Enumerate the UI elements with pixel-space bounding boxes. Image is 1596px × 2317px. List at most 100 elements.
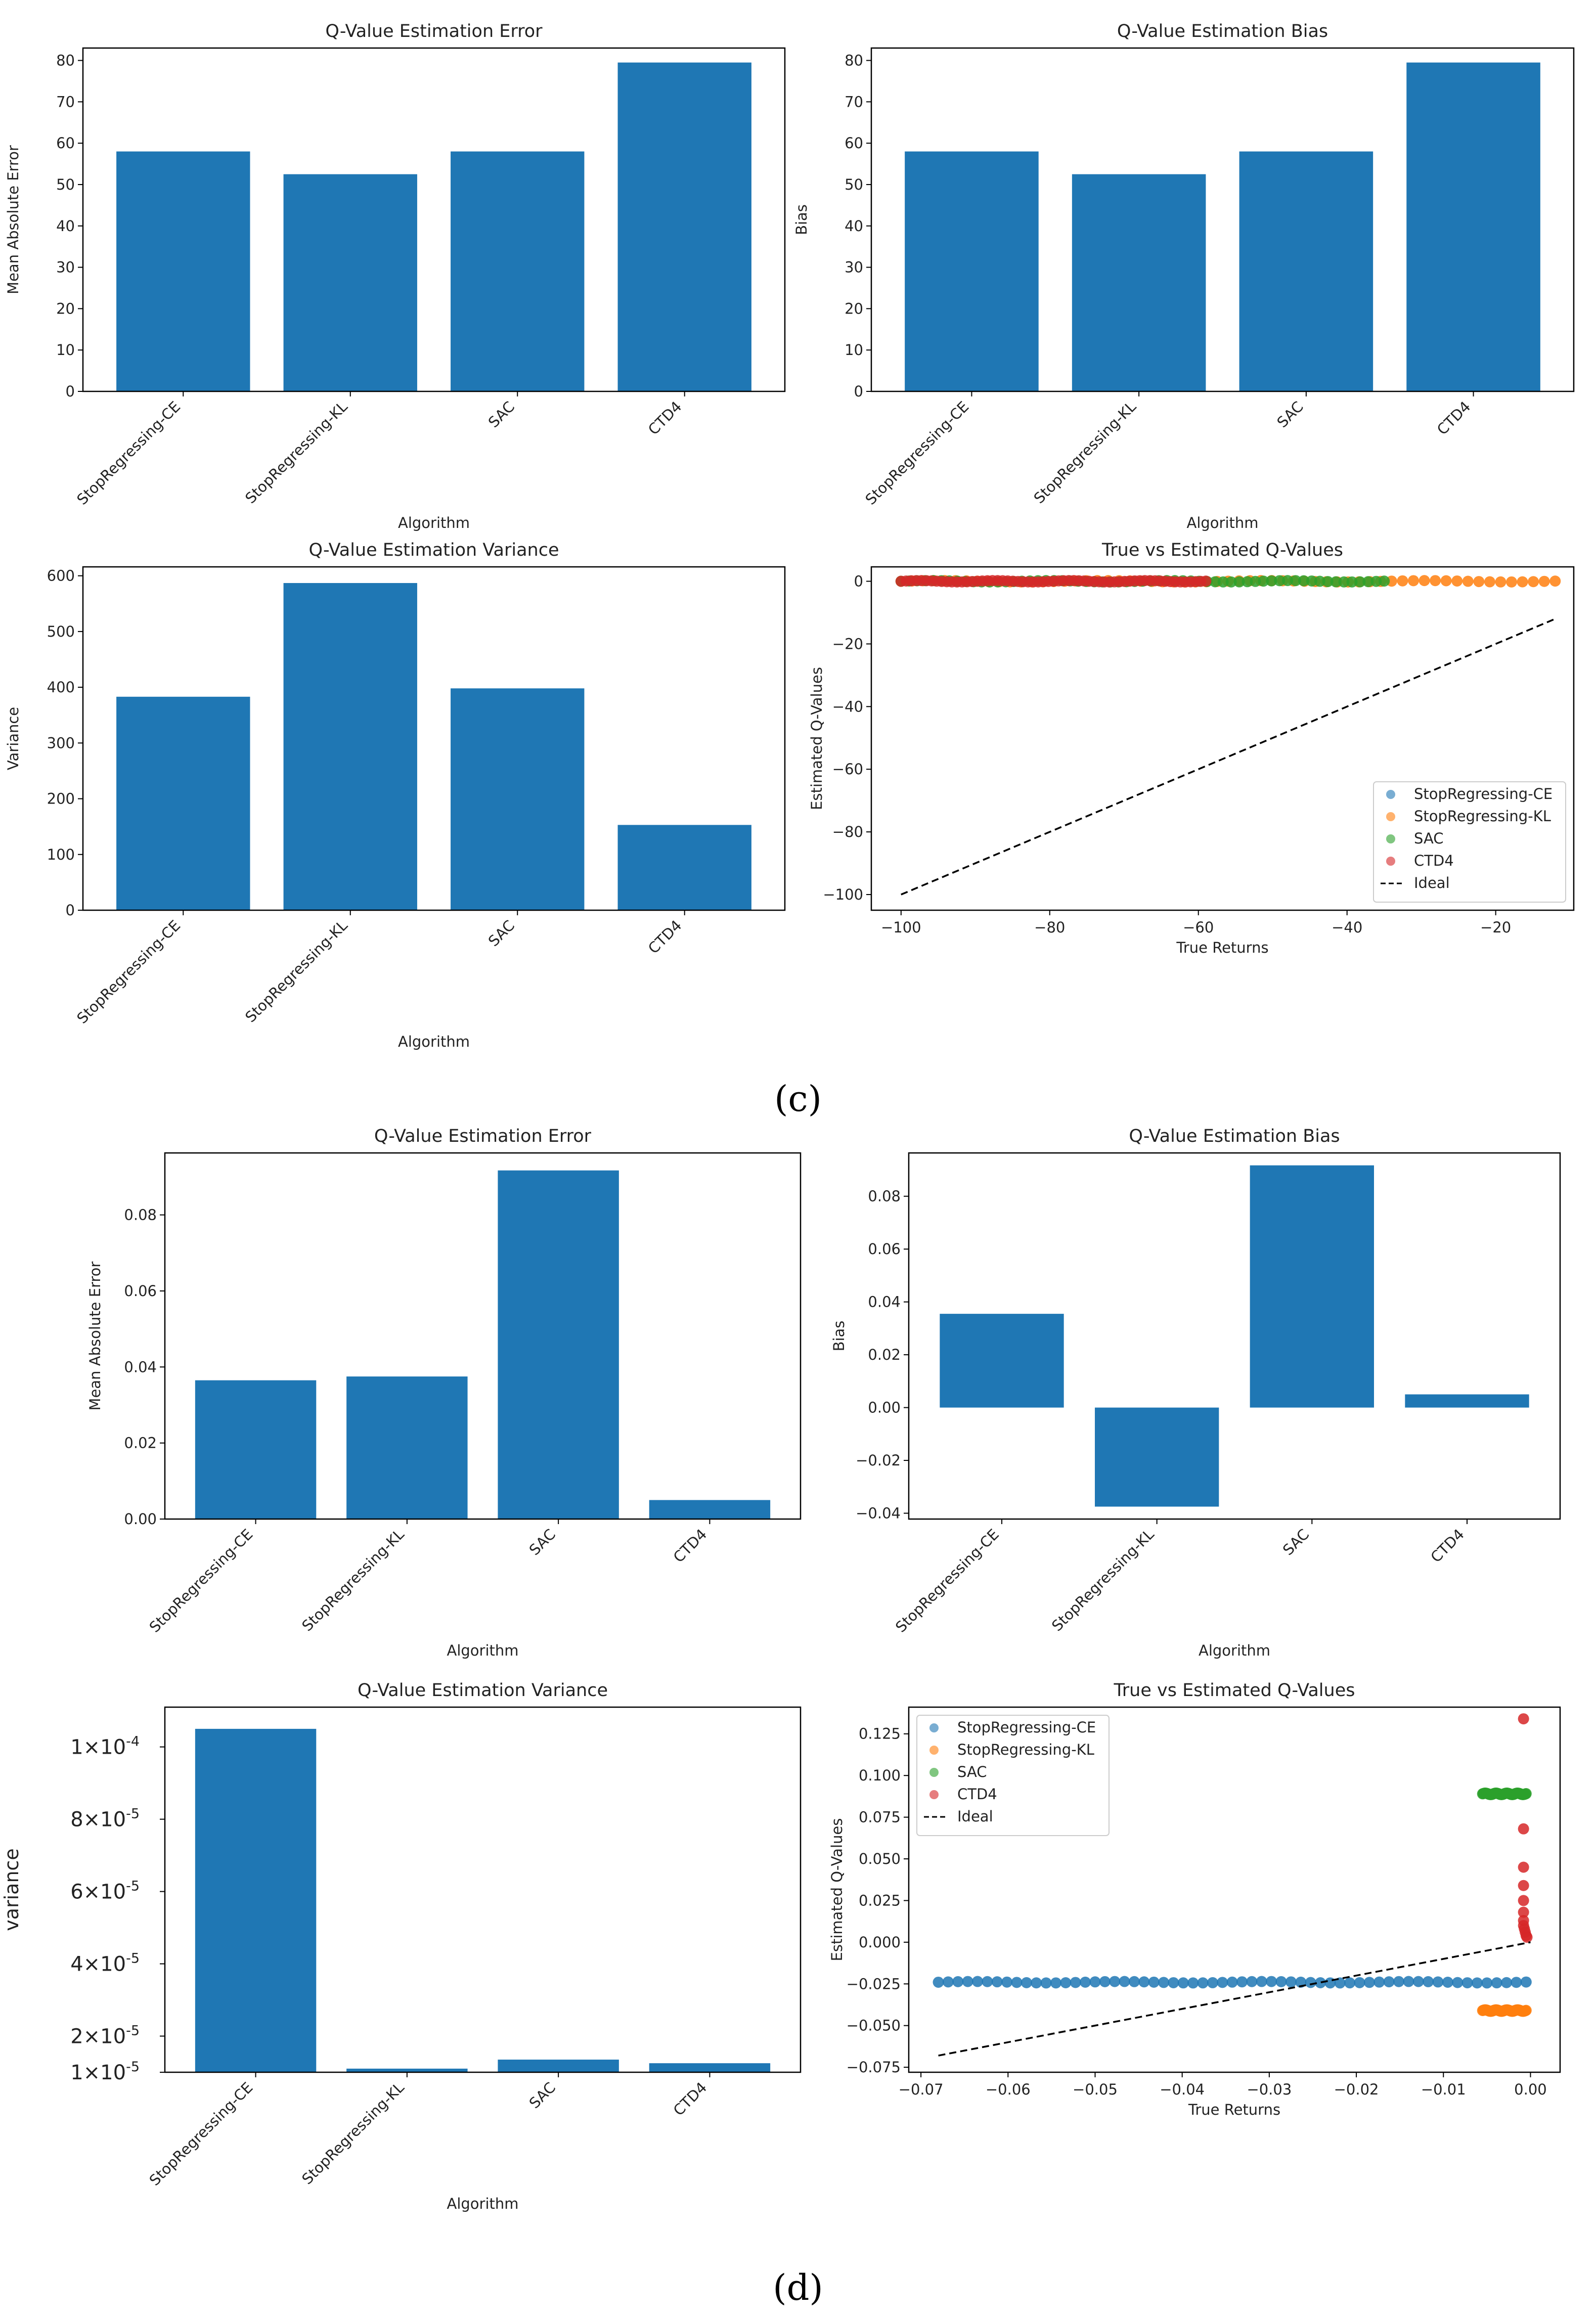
legend-entry: CTD4 [957,1786,997,1803]
x-tick-label: SAC [1279,1526,1312,1558]
y-tick-label: −20 [832,635,863,652]
series-stopregressing-ce [933,1976,1532,1989]
scatter-point [1236,1976,1248,1988]
chart-d_variance: Q-Value Estimation Variance StopRegressin… [1,1680,802,2212]
y-tick-label: 30 [845,259,863,276]
scatter-point [1298,575,1309,587]
y-tick-label: 60 [56,135,75,152]
scatter-point [972,1976,984,1987]
scatter-point [1119,1976,1130,1987]
y-tick-label: 4×10-5 [70,1951,140,1976]
scatter-point [1322,576,1334,588]
scatter-point [1501,1977,1513,1988]
y-tick-label: −0.04 [856,1505,901,1522]
scatter-point [1285,1976,1297,1988]
scatter-point [1158,1977,1170,1988]
bar-sac [498,2059,619,2072]
scatter-point [1430,575,1441,587]
x-tick-label: StopRegressing-CE [862,398,972,508]
legend-entry: StopRegressing-CE [1414,785,1553,803]
x-axis-label: Algorithm [1186,514,1258,531]
chart-c_bias: Q-Value Estimation Bias StopRegressing-CE… [793,21,1575,531]
y-axis-label: Estimated Q-Values [808,667,825,810]
scatter-point [1471,1977,1483,1989]
scatter-point [1031,1977,1042,1989]
series-sac [1477,1787,1532,1800]
y-tick-label: 30 [56,259,75,276]
scatter-point [1275,1976,1287,1987]
y-tick-label: 70 [845,93,863,110]
scatter-point [1518,1906,1529,1918]
scatter-point [1403,1976,1414,1987]
scatter-point [1148,1976,1160,1988]
scatter-point [1330,576,1342,588]
x-tick-label: −40 [1332,919,1362,936]
scatter-point [1109,1976,1121,1987]
plot-frame [870,47,1575,392]
bar-ctd4 [649,1500,771,1519]
y-tick-label: 400 [47,679,75,696]
scatter-point [1346,576,1358,588]
y-tick-label: 8×10-5 [70,1806,140,1832]
bar-ctd4 [617,825,751,910]
scatter-point [1197,1977,1209,1989]
bar-stopregressing-ce [195,1728,317,2072]
bar-ctd4 [617,62,751,392]
x-axis-label: True Returns [1188,2101,1280,2118]
scatter-point [1217,1977,1228,1988]
chart-c_variance: Q-Value Estimation Variance StopRegressin… [5,540,786,1050]
scatter-point [1021,1977,1032,1988]
legend-marker [1386,834,1395,843]
legend-marker [929,1746,939,1755]
scatter-point [1462,575,1474,587]
x-axis-label: Algorithm [1199,1642,1270,1659]
scatter-point [1495,576,1506,588]
legend-entry: StopRegressing-KL [957,1741,1094,1758]
plot-frame [164,1152,802,1520]
scatter-point [1050,1977,1062,1989]
plot-frame [908,1706,1561,2073]
legend-box [916,1715,1110,1836]
scatter-point [1338,576,1350,588]
scatter-point [1397,575,1408,587]
x-axis-label: Algorithm [398,1033,470,1050]
y-tick-label: 10 [845,341,863,359]
y-tick-label: 500 [47,623,75,640]
scatter-point [1258,575,1269,587]
y-tick-label: 0.050 [859,1850,901,1867]
x-tick-label: StopRegressing-CE [73,917,184,1027]
x-tick-label: SAC [526,1526,559,1558]
y-tick-label: −0.050 [847,2017,901,2034]
scatter-point [1517,576,1528,588]
legend: StopRegressing-CE StopRegressing-KL SAC CTD… [1373,781,1566,903]
scatter-point [1461,1977,1473,1989]
chart-title: True vs Estimated Q-Values [1114,1680,1355,1701]
x-tick-label: −0.04 [1160,2081,1205,2098]
y-tick-label: 600 [47,567,75,585]
x-tick-label: −20 [1480,919,1511,936]
scatter-point [1520,1976,1532,1988]
scatter-point [1138,1976,1150,1988]
scatter-point [1520,2004,1532,2016]
legend-marker [1386,790,1395,799]
chart-c_scatter: True vs Estimated Q-Values −100 −80 −60 −40 −… [808,540,1575,956]
scatter-point [933,1976,944,1988]
y-axis-label: Bias [793,204,810,235]
y-tick-label: 0.02 [868,1346,901,1363]
x-tick-label: StopRegressing-CE [73,398,184,508]
scatter-point [1070,1977,1081,1988]
x-tick-label: StopRegressing-KL [242,917,351,1026]
y-tick-label: 0.025 [859,1892,901,1909]
scatter-point [1442,1977,1453,1988]
x-tick-label: CTD4 [1434,398,1474,438]
scatter-point [1511,1977,1522,1988]
legend-marker [929,1790,939,1799]
x-tick-label: CTD4 [1427,1526,1468,1566]
y-tick-label: 0.100 [859,1767,901,1784]
scatter-point [1080,1976,1091,1988]
x-tick-label: −0.03 [1247,2081,1292,2098]
y-tick-label: 40 [845,217,863,235]
scatter-point [1011,1977,1023,1988]
x-tick-label: CTD4 [670,1526,711,1566]
